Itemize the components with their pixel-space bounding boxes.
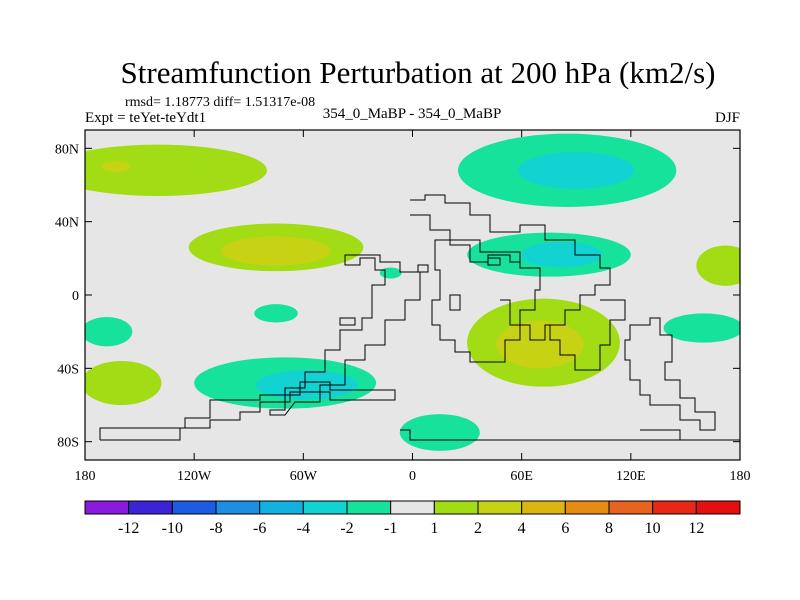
- colorbar-box-4: [259, 500, 304, 515]
- colorbar-label: 2: [474, 520, 482, 537]
- contour-region-3: [518, 152, 635, 189]
- colorbar-box-3: [215, 500, 261, 515]
- expt-label: Expt = teYet-teYdt1: [85, 110, 206, 126]
- colorbar-box-6: [346, 500, 392, 515]
- coastline-north-europe: [410, 214, 521, 263]
- coastline-eurasia: [410, 194, 626, 371]
- coastline-south-america: [269, 254, 421, 416]
- y-tick-label: 80N: [55, 142, 79, 157]
- colorbar-box-2: [171, 500, 217, 515]
- contour-region-8: [696, 245, 740, 286]
- colorbar-label: -12: [118, 520, 139, 537]
- colorbar-box-13: [652, 500, 697, 515]
- colorbar-label: -1: [384, 520, 397, 537]
- colorbar-box-11: [564, 500, 610, 515]
- case-label: 354_0_MaBP - 354_0_MaBP: [323, 106, 502, 122]
- contour-region-10: [496, 320, 584, 369]
- contour-region-12: [256, 370, 358, 400]
- colorbar-label: 8: [605, 520, 613, 537]
- colorbar-box-5: [302, 500, 348, 515]
- contour-region-15: [399, 414, 480, 451]
- contour-region-7: [521, 241, 602, 268]
- y-tick-label: 40S: [57, 362, 79, 377]
- colorbar-label: -2: [340, 520, 353, 537]
- y-tick-label: 80S: [57, 436, 79, 451]
- colorbar-box-0: [84, 500, 130, 515]
- coastline-india-peninsula: [500, 299, 560, 341]
- contour-region-18: [379, 267, 402, 279]
- colorbar-label: 6: [561, 520, 569, 537]
- coastline-africa: [431, 239, 541, 363]
- colorbar: -12 -10 -8 -6 -4 -2 -1 1 2 4 6 8 10 12: [84, 500, 741, 537]
- colorbar-box-14: [695, 500, 741, 515]
- colorbar-label: 10: [645, 520, 661, 537]
- colorbar-label: -10: [162, 520, 183, 537]
- colorbar-label: 4: [518, 520, 526, 537]
- contour-fills: [85, 133, 740, 451]
- contour-region-17: [254, 304, 298, 323]
- colorbar-label: 1: [430, 520, 438, 537]
- colorbar-box-10: [521, 500, 566, 515]
- x-tick-label: 60E: [510, 469, 533, 484]
- contour-region-13: [85, 361, 162, 405]
- colorbar-label: -8: [209, 520, 222, 537]
- x-axis: 180 120W 60W 0 60E 120E 180: [75, 130, 751, 484]
- stats-label: rmsd= 1.18773 diff= 1.51317e-08: [125, 95, 315, 110]
- x-tick-label: 60W: [290, 469, 318, 484]
- x-tick-label: 180: [730, 469, 751, 484]
- x-tick-label: 120W: [177, 469, 212, 484]
- colorbar-label: -6: [253, 520, 266, 537]
- contour-region-14: [85, 317, 133, 347]
- colorbar-box-9: [477, 500, 523, 515]
- colorbar-box-1: [128, 500, 173, 515]
- colorbar-box-12: [608, 500, 654, 515]
- x-tick-label: 120E: [616, 469, 646, 484]
- season-label: DJF: [715, 110, 740, 126]
- coastline-antarctica: [99, 381, 740, 441]
- chart-title: Streamfunction Perturbation at 200 hPa (…: [121, 55, 716, 90]
- y-tick-label: 0: [72, 289, 79, 304]
- coastlines: [99, 194, 740, 441]
- y-axis: 80N 40N 0 40S 80S: [55, 142, 740, 451]
- coastline-islands: [339, 257, 501, 326]
- contour-region-16: [663, 313, 740, 343]
- colorbar-label: -4: [297, 520, 310, 537]
- plot-area: 180 120W 60W 0 60E 120E 180 80N 40N 0 40S 80S: [55, 129, 751, 484]
- contour-region-0: [85, 144, 267, 196]
- coastline-australia: [624, 317, 716, 431]
- colorbar-box-8: [433, 500, 479, 515]
- colorbar-label: 12: [688, 520, 704, 537]
- contour-region-1: [101, 161, 131, 173]
- x-tick-label: 180: [75, 469, 96, 484]
- x-tick-label: 0: [409, 469, 416, 484]
- contour-region-5: [221, 236, 331, 266]
- colorbar-box-7: [390, 500, 435, 515]
- y-tick-label: 40N: [55, 216, 79, 231]
